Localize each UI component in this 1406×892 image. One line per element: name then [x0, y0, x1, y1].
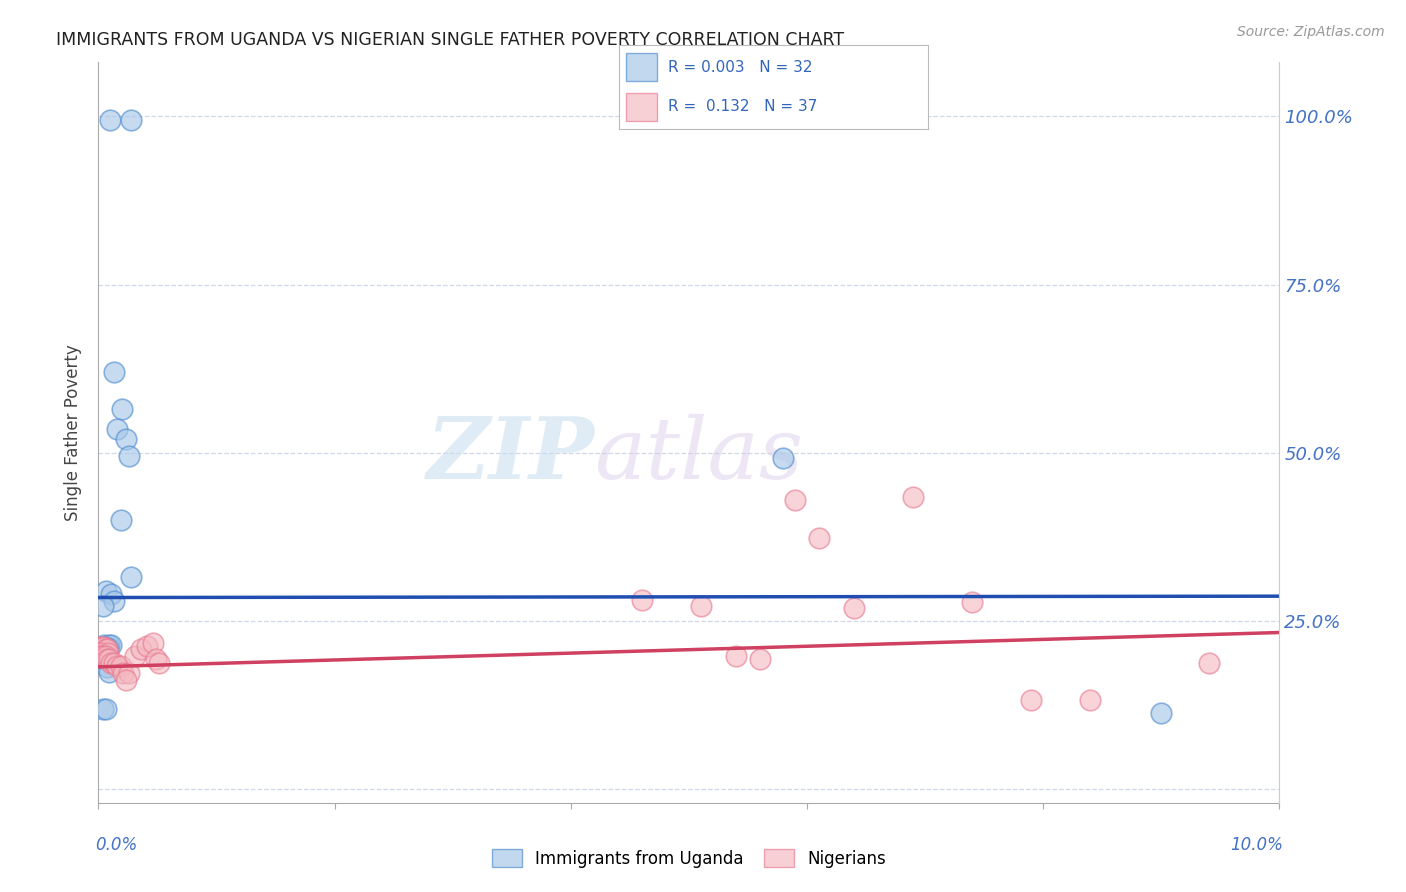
- Point: [94, 583, 117, 598]
- Point: [89, 651, 111, 665]
- Point: [725, 649, 748, 664]
- Bar: [626, 54, 657, 81]
- Point: [93, 638, 115, 652]
- Point: [103, 594, 125, 608]
- Point: [1150, 706, 1173, 721]
- Point: [129, 642, 152, 657]
- Point: [94, 701, 117, 715]
- Point: [118, 665, 141, 680]
- Point: [93, 640, 115, 654]
- Point: [772, 451, 794, 466]
- Point: [100, 656, 122, 670]
- Text: 0.0%: 0.0%: [94, 836, 138, 855]
- Point: [962, 595, 984, 609]
- Point: [93, 644, 115, 658]
- Point: [98, 652, 121, 666]
- Point: [100, 587, 122, 601]
- Point: [110, 513, 132, 527]
- Point: [112, 665, 135, 680]
- Point: [91, 640, 114, 654]
- Point: [124, 649, 146, 664]
- Legend: Immigrants from Uganda, Nigerians: Immigrants from Uganda, Nigerians: [484, 840, 894, 876]
- Point: [114, 433, 136, 447]
- Point: [1198, 656, 1220, 670]
- Point: [142, 635, 165, 649]
- Point: [98, 112, 121, 127]
- Bar: [626, 93, 657, 120]
- Point: [121, 570, 143, 584]
- Point: [98, 665, 121, 679]
- Point: [630, 592, 652, 607]
- Point: [90, 648, 112, 662]
- Y-axis label: Single Father Poverty: Single Father Poverty: [65, 344, 83, 521]
- Point: [1021, 693, 1043, 707]
- Point: [1080, 693, 1102, 707]
- Point: [91, 651, 114, 665]
- Point: [785, 492, 807, 507]
- Point: [91, 648, 114, 662]
- Point: [121, 112, 143, 127]
- Point: [103, 656, 125, 670]
- Point: [103, 365, 125, 379]
- Point: [145, 652, 167, 666]
- Point: [97, 640, 120, 655]
- Point: [105, 422, 128, 436]
- Point: [844, 600, 866, 615]
- Point: [89, 644, 111, 658]
- Point: [689, 599, 711, 613]
- Point: [89, 640, 111, 654]
- Point: [100, 638, 122, 652]
- Point: [90, 640, 112, 655]
- Point: [96, 642, 118, 657]
- Point: [98, 638, 121, 652]
- Text: IMMIGRANTS FROM UGANDA VS NIGERIAN SINGLE FATHER POVERTY CORRELATION CHART: IMMIGRANTS FROM UGANDA VS NIGERIAN SINGL…: [56, 31, 845, 49]
- Point: [94, 640, 117, 655]
- Text: ZIP: ZIP: [426, 413, 595, 497]
- Text: 10.0%: 10.0%: [1230, 836, 1284, 855]
- Point: [91, 644, 114, 658]
- Point: [807, 531, 830, 545]
- Point: [748, 652, 770, 666]
- Point: [110, 659, 132, 673]
- Point: [96, 660, 118, 674]
- Point: [96, 652, 118, 666]
- Text: atlas: atlas: [595, 414, 804, 496]
- Point: [94, 642, 117, 657]
- Point: [91, 649, 114, 664]
- Point: [91, 701, 114, 715]
- Text: R = 0.003   N = 32: R = 0.003 N = 32: [668, 60, 813, 75]
- Point: [903, 490, 925, 504]
- Text: Source: ZipAtlas.com: Source: ZipAtlas.com: [1237, 25, 1385, 39]
- Point: [91, 599, 114, 614]
- Point: [148, 656, 170, 670]
- Point: [94, 649, 117, 664]
- Point: [118, 449, 141, 463]
- Point: [97, 646, 120, 660]
- Point: [114, 673, 136, 687]
- Point: [89, 649, 111, 664]
- Point: [90, 646, 112, 660]
- Point: [135, 639, 157, 653]
- Point: [111, 402, 134, 417]
- Text: R =  0.132   N = 37: R = 0.132 N = 37: [668, 99, 817, 114]
- Point: [105, 659, 128, 673]
